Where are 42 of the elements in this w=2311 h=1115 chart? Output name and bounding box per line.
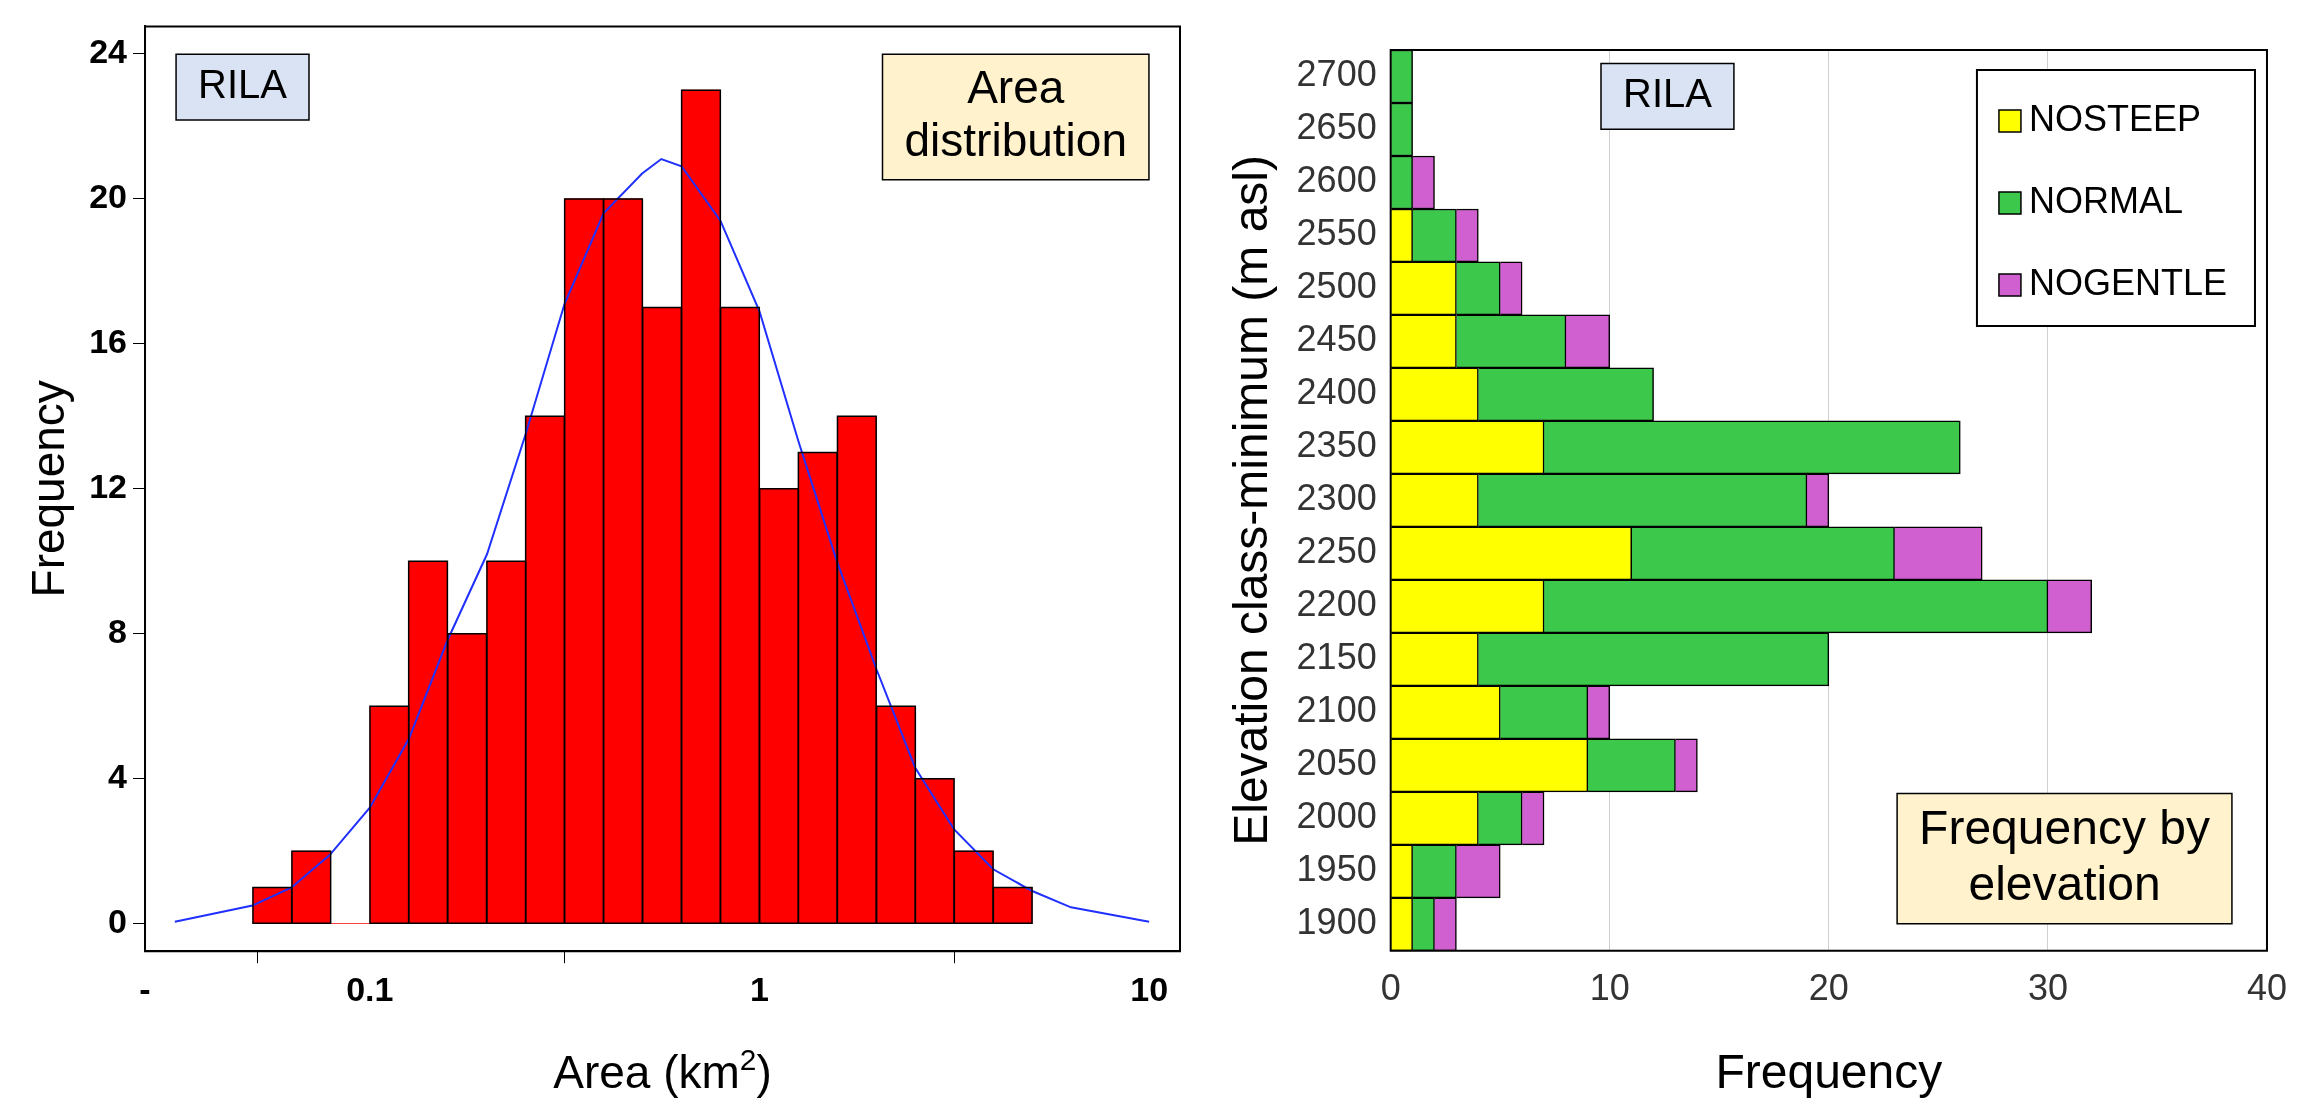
y-tick-label: 2550 [1296,212,1377,254]
x-tick-label: 30 [2027,967,2068,1009]
x-tick-label: 0.1 [346,969,394,1008]
y-tick-label: 20 [89,177,128,216]
x-axis-title: Frequency [1715,1045,1943,1098]
y-tick-label: 2000 [1296,795,1377,837]
y-tick-label: 2400 [1296,371,1377,413]
y-tick-label: 2200 [1296,583,1377,625]
y-tick-label: 2300 [1296,477,1377,519]
x-tick-label: 10 [1130,969,1169,1008]
annotation: RILA [198,62,288,107]
y-tick-label: 2150 [1296,636,1377,678]
y-tick-label: 0 [108,902,128,941]
x-tick-label: - [139,969,151,1008]
y-tick-label: 2100 [1296,689,1377,731]
annotation: RILA [1622,71,1713,116]
x-tick-label: 1 [750,969,769,1008]
annotation: Frequency by elevation [1919,801,2210,910]
y-tick-label: 4 [108,757,128,796]
y-tick-label: 24 [89,32,128,71]
x-tick-label: 20 [1808,967,1849,1009]
x-tick-label: 10 [1589,967,1630,1009]
y-tick-label: 2500 [1296,265,1377,307]
y-tick-label: 1950 [1296,848,1377,890]
legend-label: NOSTEEP [2028,97,2201,139]
y-tick-label: 2650 [1296,106,1377,148]
y-tick-label: 2250 [1296,530,1377,572]
legend-label: NOGENTLE [2028,261,2227,303]
y-tick-label: 12 [89,467,128,506]
y-tick-label: 2350 [1296,424,1377,466]
x-tick-label: 40 [2246,967,2287,1009]
annotation: Area distribution [904,61,1127,167]
y-tick-label: 16 [89,322,128,361]
y-tick-label: 1900 [1296,901,1377,943]
y-tick-label: 2450 [1296,318,1377,360]
y-tick-label: 2050 [1296,742,1377,784]
y-tick-label: 8 [108,612,128,651]
legend-label: NORMAL [2028,179,2183,221]
y-tick-label: 2700 [1296,53,1377,95]
y-axis-title: Elevation class-minimum (m asl) [1224,155,1278,846]
y-tick-label: 2600 [1296,159,1377,201]
y-axis-title: Frequency [22,380,75,598]
